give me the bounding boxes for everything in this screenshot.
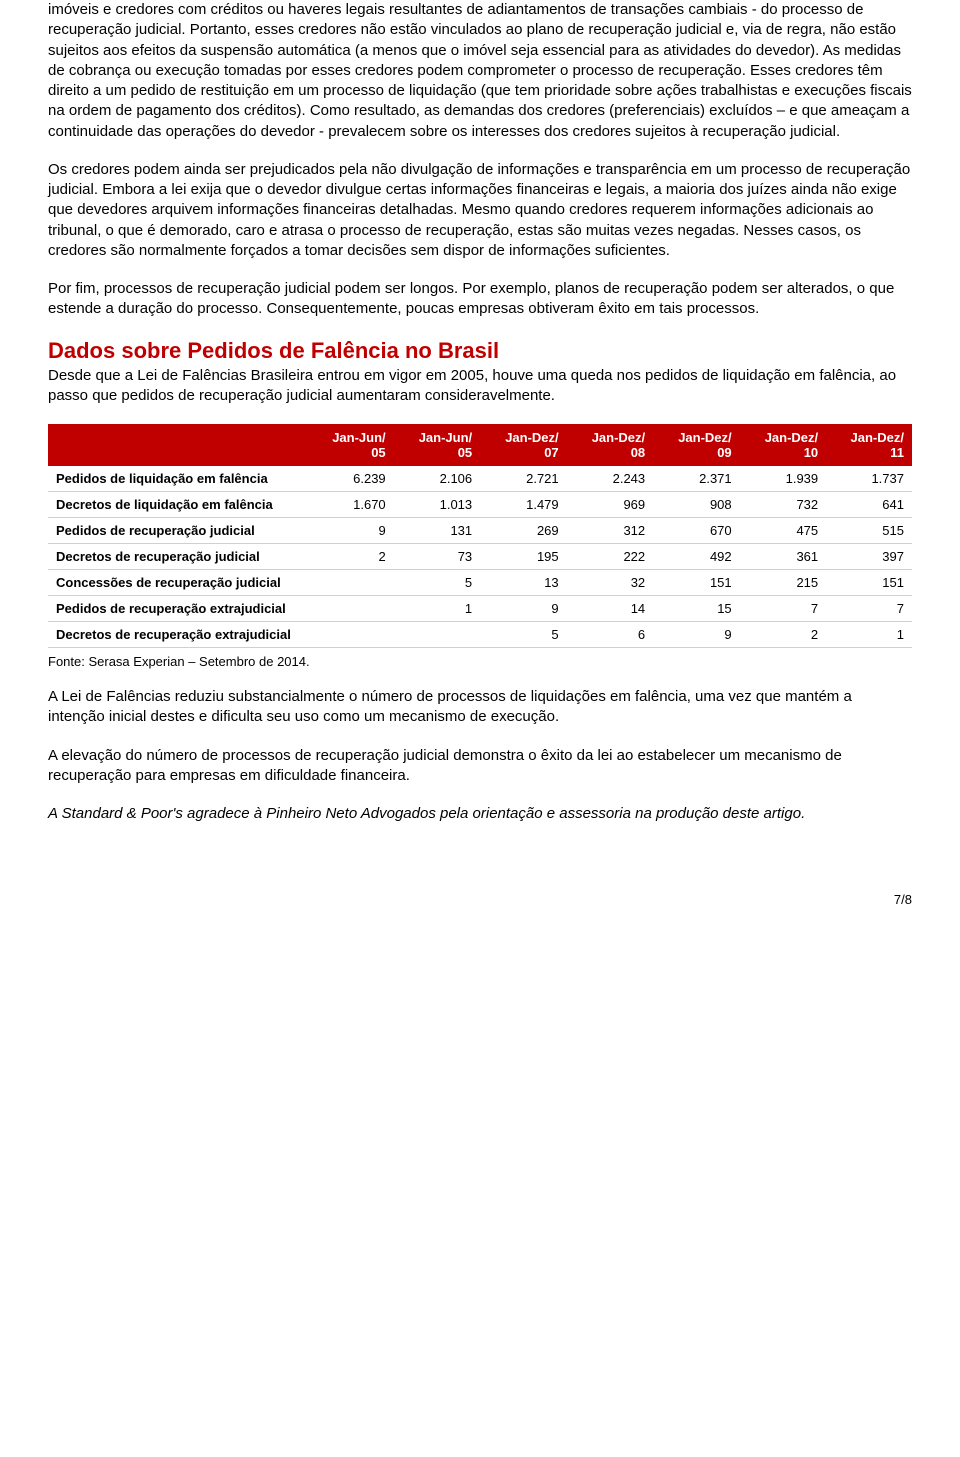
table-cell: 670 <box>653 518 740 544</box>
table-cell: 151 <box>653 570 740 596</box>
table-cell: 7 <box>740 596 827 622</box>
table-cell: 1 <box>394 596 480 622</box>
row-label: Concessões de recuperação judicial <box>48 570 307 596</box>
table-cell: 73 <box>394 544 480 570</box>
table-cell: 641 <box>826 492 912 518</box>
table-cell <box>307 622 393 648</box>
table-cell: 397 <box>826 544 912 570</box>
table-header: Jan-Dez/ 09 <box>653 424 740 466</box>
paragraph-6: A elevação do número de processos de rec… <box>48 746 912 787</box>
table-cell: 5 <box>394 570 480 596</box>
paragraph-5: A Lei de Falências reduziu substancialme… <box>48 687 912 728</box>
table-cell: 15 <box>653 596 740 622</box>
table-cell: 2.243 <box>567 466 654 492</box>
table-row: Pedidos de recuperação extrajudicial 1914… <box>48 596 912 622</box>
table-cell: 2 <box>307 544 393 570</box>
table-cell: 475 <box>740 518 827 544</box>
table-cell <box>307 570 393 596</box>
page-number: 7/8 <box>0 862 960 927</box>
table-row: Decretos de liquidação em falência1.6701… <box>48 492 912 518</box>
document-page: imóveis e credores com créditos ou haver… <box>0 0 960 862</box>
table-cell: 1.670 <box>307 492 393 518</box>
table-cell: 6.239 <box>307 466 393 492</box>
table-cell <box>307 596 393 622</box>
table-cell: 9 <box>480 596 567 622</box>
table-header: Jan-Dez/ 08 <box>567 424 654 466</box>
table-row: Pedidos de liquidação em falência6.2392.… <box>48 466 912 492</box>
table-cell: 2.106 <box>394 466 480 492</box>
table-cell: 2.721 <box>480 466 567 492</box>
table-cell: 215 <box>740 570 827 596</box>
table-cell: 2.371 <box>653 466 740 492</box>
table-cell: 151 <box>826 570 912 596</box>
table-cell: 1 <box>826 622 912 648</box>
table-header: Jan-Dez/ 11 <box>826 424 912 466</box>
paragraph-3: Por fim, processos de recuperação judici… <box>48 279 912 320</box>
table-header <box>48 424 307 466</box>
table-header: Jan-Dez/ 10 <box>740 424 827 466</box>
table-cell: 195 <box>480 544 567 570</box>
table-cell: 361 <box>740 544 827 570</box>
table-cell: 5 <box>480 622 567 648</box>
table-header: Jan-Jun/ 05 <box>394 424 480 466</box>
table-cell: 1.479 <box>480 492 567 518</box>
table-row: Pedidos de recuperação judicial913126931… <box>48 518 912 544</box>
table-cell: 908 <box>653 492 740 518</box>
table-cell: 6 <box>567 622 654 648</box>
table-cell: 14 <box>567 596 654 622</box>
table-cell: 2 <box>740 622 827 648</box>
table-row: Decretos de recuperação judicial27319522… <box>48 544 912 570</box>
row-label: Decretos de recuperação extrajudicial <box>48 622 307 648</box>
table-cell: 515 <box>826 518 912 544</box>
table-cell: 312 <box>567 518 654 544</box>
table-header: Jan-Dez/ 07 <box>480 424 567 466</box>
row-label: Pedidos de recuperação extrajudicial <box>48 596 307 622</box>
row-label: Decretos de liquidação em falência <box>48 492 307 518</box>
data-table: Jan-Jun/ 05 Jan-Jun/ 05 Jan-Dez/ 07 Jan-… <box>48 424 912 648</box>
table-cell: 732 <box>740 492 827 518</box>
table-row: Concessões de recuperação judicial513321… <box>48 570 912 596</box>
paragraph-4: Desde que a Lei de Falências Brasileira … <box>48 366 912 407</box>
table-cell: 969 <box>567 492 654 518</box>
table-cell <box>394 622 480 648</box>
paragraph-2: Os credores podem ainda ser prejudicados… <box>48 160 912 261</box>
row-label: Decretos de recuperação judicial <box>48 544 307 570</box>
table-cell: 222 <box>567 544 654 570</box>
table-header: Jan-Jun/ 05 <box>307 424 393 466</box>
table-body: Pedidos de liquidação em falência6.2392.… <box>48 466 912 648</box>
table-cell: 1.013 <box>394 492 480 518</box>
table-cell: 9 <box>653 622 740 648</box>
table-cell: 492 <box>653 544 740 570</box>
table-source: Fonte: Serasa Experian – Setembro de 201… <box>48 654 912 669</box>
table-row: Decretos de recuperação extrajudicial 569… <box>48 622 912 648</box>
table-cell: 13 <box>480 570 567 596</box>
paragraph-7: A Standard & Poor's agradece à Pinheiro … <box>48 804 912 824</box>
row-label: Pedidos de recuperação judicial <box>48 518 307 544</box>
section-title: Dados sobre Pedidos de Falência no Brasi… <box>48 338 912 364</box>
table-cell: 1.737 <box>826 466 912 492</box>
table-cell: 7 <box>826 596 912 622</box>
paragraph-1: imóveis e credores com créditos ou haver… <box>48 0 912 142</box>
row-label: Pedidos de liquidação em falência <box>48 466 307 492</box>
table-cell: 9 <box>307 518 393 544</box>
table-cell: 269 <box>480 518 567 544</box>
table-cell: 1.939 <box>740 466 827 492</box>
table-cell: 32 <box>567 570 654 596</box>
table-header-row: Jan-Jun/ 05 Jan-Jun/ 05 Jan-Dez/ 07 Jan-… <box>48 424 912 466</box>
table-cell: 131 <box>394 518 480 544</box>
